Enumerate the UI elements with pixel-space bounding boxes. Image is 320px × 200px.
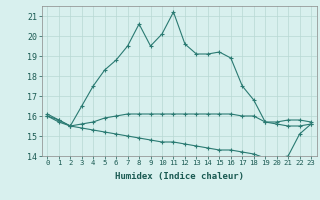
X-axis label: Humidex (Indice chaleur): Humidex (Indice chaleur) (115, 172, 244, 181)
